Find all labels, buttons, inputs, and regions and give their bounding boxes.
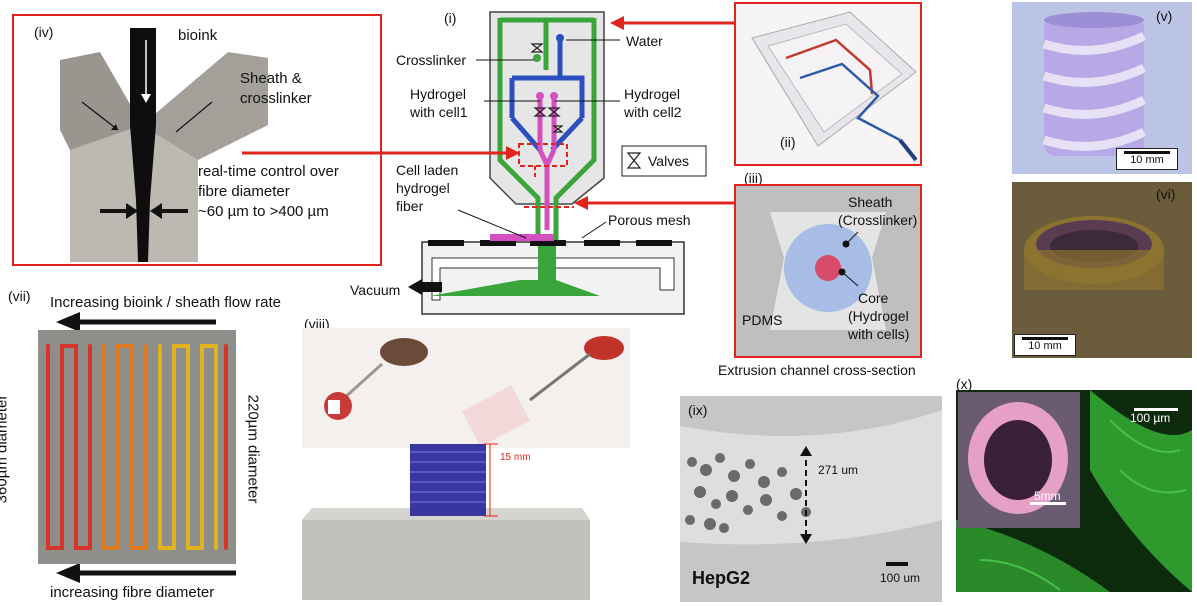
zigzag-fibre-photo bbox=[38, 330, 236, 564]
flow-rate-arrow-label: Increasing bioink / sheath flow rate bbox=[50, 294, 281, 311]
height-label: 15 mm bbox=[500, 452, 531, 463]
panel-v-scale-text: 10 mm bbox=[1130, 154, 1164, 166]
vacuum-label: Vacuum bbox=[350, 282, 401, 298]
panel-vi-scale-text: 10 mm bbox=[1028, 340, 1062, 352]
fluorescence-scale-label: 100 µm bbox=[1130, 411, 1171, 425]
panel-vii-label: (vii) bbox=[8, 288, 31, 304]
sheath-label-1: Sheath bbox=[848, 194, 893, 210]
collector-base bbox=[421, 241, 685, 315]
cell-laden-fiber-label-1: Cell laden bbox=[396, 162, 459, 178]
hydrogel-cell1-label-2: with cell1 bbox=[410, 104, 468, 120]
panel-ix-label: (ix) bbox=[688, 402, 708, 418]
sheath-crosslinker-label-1: Sheath & bbox=[240, 70, 302, 87]
control-text-1: real-time control over bbox=[198, 163, 339, 180]
panel-iv-label: (iv) bbox=[34, 24, 54, 40]
bioink-label: bioink bbox=[178, 27, 218, 44]
pdms-label: PDMS bbox=[742, 312, 783, 328]
hydrogel-cell2-label-2: with cell2 bbox=[624, 104, 682, 120]
core-label-3: with cells) bbox=[848, 326, 910, 342]
tweezers-photo-1 bbox=[302, 328, 452, 448]
panel-iv-frame bbox=[12, 14, 382, 266]
control-text-2: fibre diameter bbox=[198, 183, 290, 200]
cross-section-caption: Extrusion channel cross-section bbox=[718, 362, 916, 378]
right-diameter-label: 220µm diameter bbox=[244, 394, 262, 504]
hydrogel-cell2-label-1: Hydrogel bbox=[624, 86, 681, 102]
hydrogel-cell1-label-1: Hydrogel bbox=[410, 86, 467, 102]
panel-vi-scale: 10 mm bbox=[1014, 334, 1076, 356]
inset-scale-label: 5mm bbox=[1034, 489, 1061, 503]
panel-v-label: (v) bbox=[1156, 8, 1173, 24]
porous-mesh-label: Porous mesh bbox=[608, 212, 691, 228]
valves-label: Valves bbox=[648, 153, 689, 169]
sheath-crosslinker-label-2: crosslinker bbox=[240, 90, 312, 107]
panel-ii-frame bbox=[734, 2, 922, 166]
fibre-diameter-arrow-label: increasing fibre diameter bbox=[50, 584, 215, 601]
panel-iii-label: (iii) bbox=[744, 170, 763, 186]
sheath-label-2: (Crosslinker) bbox=[838, 212, 918, 228]
left-diameter-label: 360µm diameter bbox=[0, 394, 11, 504]
panel-ii-label: (ii) bbox=[780, 134, 796, 150]
panel-i-label: (i) bbox=[444, 10, 457, 26]
cell-laden-fiber-label-2: hydrogel bbox=[396, 180, 450, 196]
crosslinker-label: Crosslinker bbox=[396, 52, 467, 68]
core-label-1: Core bbox=[858, 290, 889, 306]
hepg2-scale-label: 100 um bbox=[880, 571, 921, 585]
channel-width-label: 271 um bbox=[818, 463, 859, 477]
tweezers-photo-2 bbox=[452, 328, 630, 448]
panel-vi-photo bbox=[1012, 182, 1192, 358]
panel-vi-label: (vi) bbox=[1156, 186, 1176, 202]
chip-body bbox=[489, 11, 605, 205]
water-label: Water bbox=[626, 33, 663, 49]
cell-laden-fiber-label-3: fiber bbox=[396, 198, 424, 214]
core-label-2: (Hydrogel bbox=[848, 308, 909, 324]
hepg2-label: HepG2 bbox=[692, 568, 751, 588]
control-text-3: ~60 µm to >400 µm bbox=[198, 203, 329, 220]
panel-v-scale: 10 mm bbox=[1116, 148, 1178, 170]
panel-x-label: (x) bbox=[956, 376, 973, 392]
